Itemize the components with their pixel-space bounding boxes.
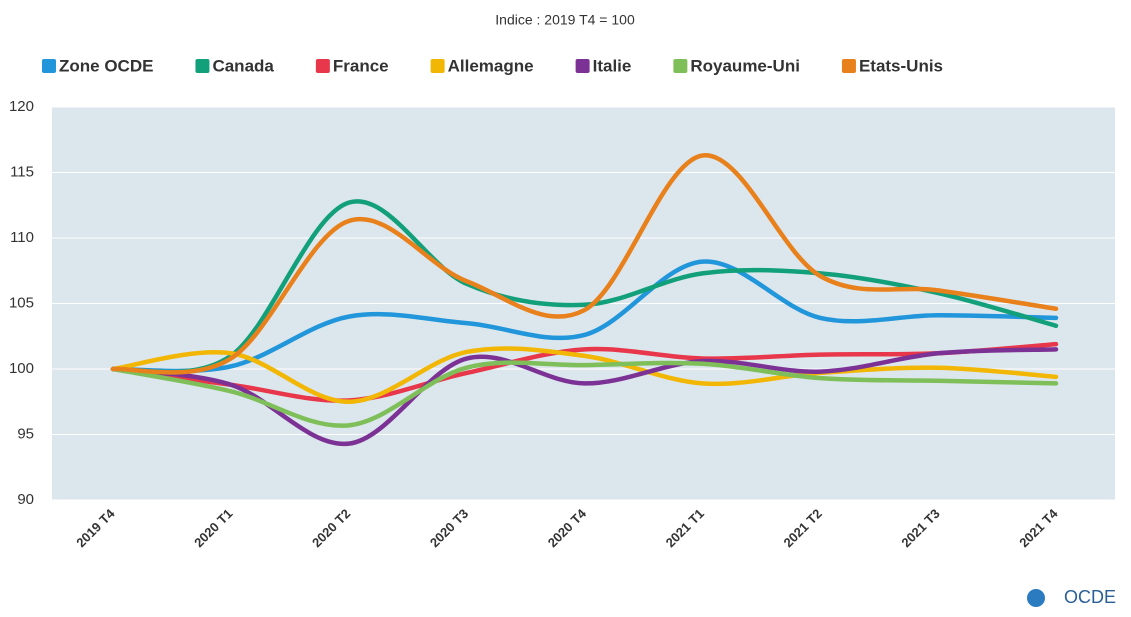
legend-label: Etats-Unis <box>859 56 943 75</box>
y-tick-label: 120 <box>9 98 34 115</box>
legend-swatch <box>195 59 210 73</box>
line-series <box>110 153 1059 375</box>
chart-subtitle: Indice : 2019 T4 = 100 <box>495 12 635 28</box>
x-tick-label: 2021 T1 <box>663 506 707 550</box>
line-series <box>110 259 1059 374</box>
legend-label: Canada <box>212 56 274 75</box>
legend-swatch <box>315 59 330 73</box>
x-tick-label: 2020 T2 <box>309 506 353 550</box>
legend-swatch <box>841 59 856 73</box>
x-tick-label: 2021 T4 <box>1016 505 1061 550</box>
x-tick-label: 2020 T1 <box>191 506 235 550</box>
legend-swatch <box>42 59 56 73</box>
y-tick-label: 100 <box>9 360 34 377</box>
legend-label: France <box>333 56 389 75</box>
legend-label: Royaume-Uni <box>690 56 800 75</box>
logo: OCDE <box>1027 587 1116 607</box>
legend-label: Allemagne <box>448 56 534 75</box>
legend-swatch <box>575 59 590 73</box>
x-tick-label: 2021 T2 <box>780 506 824 550</box>
logo-text: OCDE <box>1064 587 1116 607</box>
x-tick-label: 2020 T3 <box>427 506 471 550</box>
x-tick-label: 2019 T4 <box>73 505 118 550</box>
y-tick-label: 95 <box>17 425 34 442</box>
x-tick-label: 2021 T3 <box>898 506 942 550</box>
x-tick-label: 2020 T4 <box>545 505 590 550</box>
legend-label: Zone OCDE <box>59 56 153 75</box>
legend-swatch <box>430 59 445 73</box>
y-tick-label: 110 <box>10 229 34 246</box>
line-series <box>110 346 1059 405</box>
logo-globe <box>1027 589 1045 607</box>
line-series <box>110 199 1059 375</box>
y-tick-label: 115 <box>10 163 34 180</box>
line-series <box>110 360 1059 428</box>
line-series <box>110 341 1059 403</box>
y-tick-label: 105 <box>9 294 34 311</box>
y-tick-label: 90 <box>17 491 34 508</box>
legend-label: Italie <box>593 56 632 75</box>
legend-swatch <box>673 59 688 73</box>
